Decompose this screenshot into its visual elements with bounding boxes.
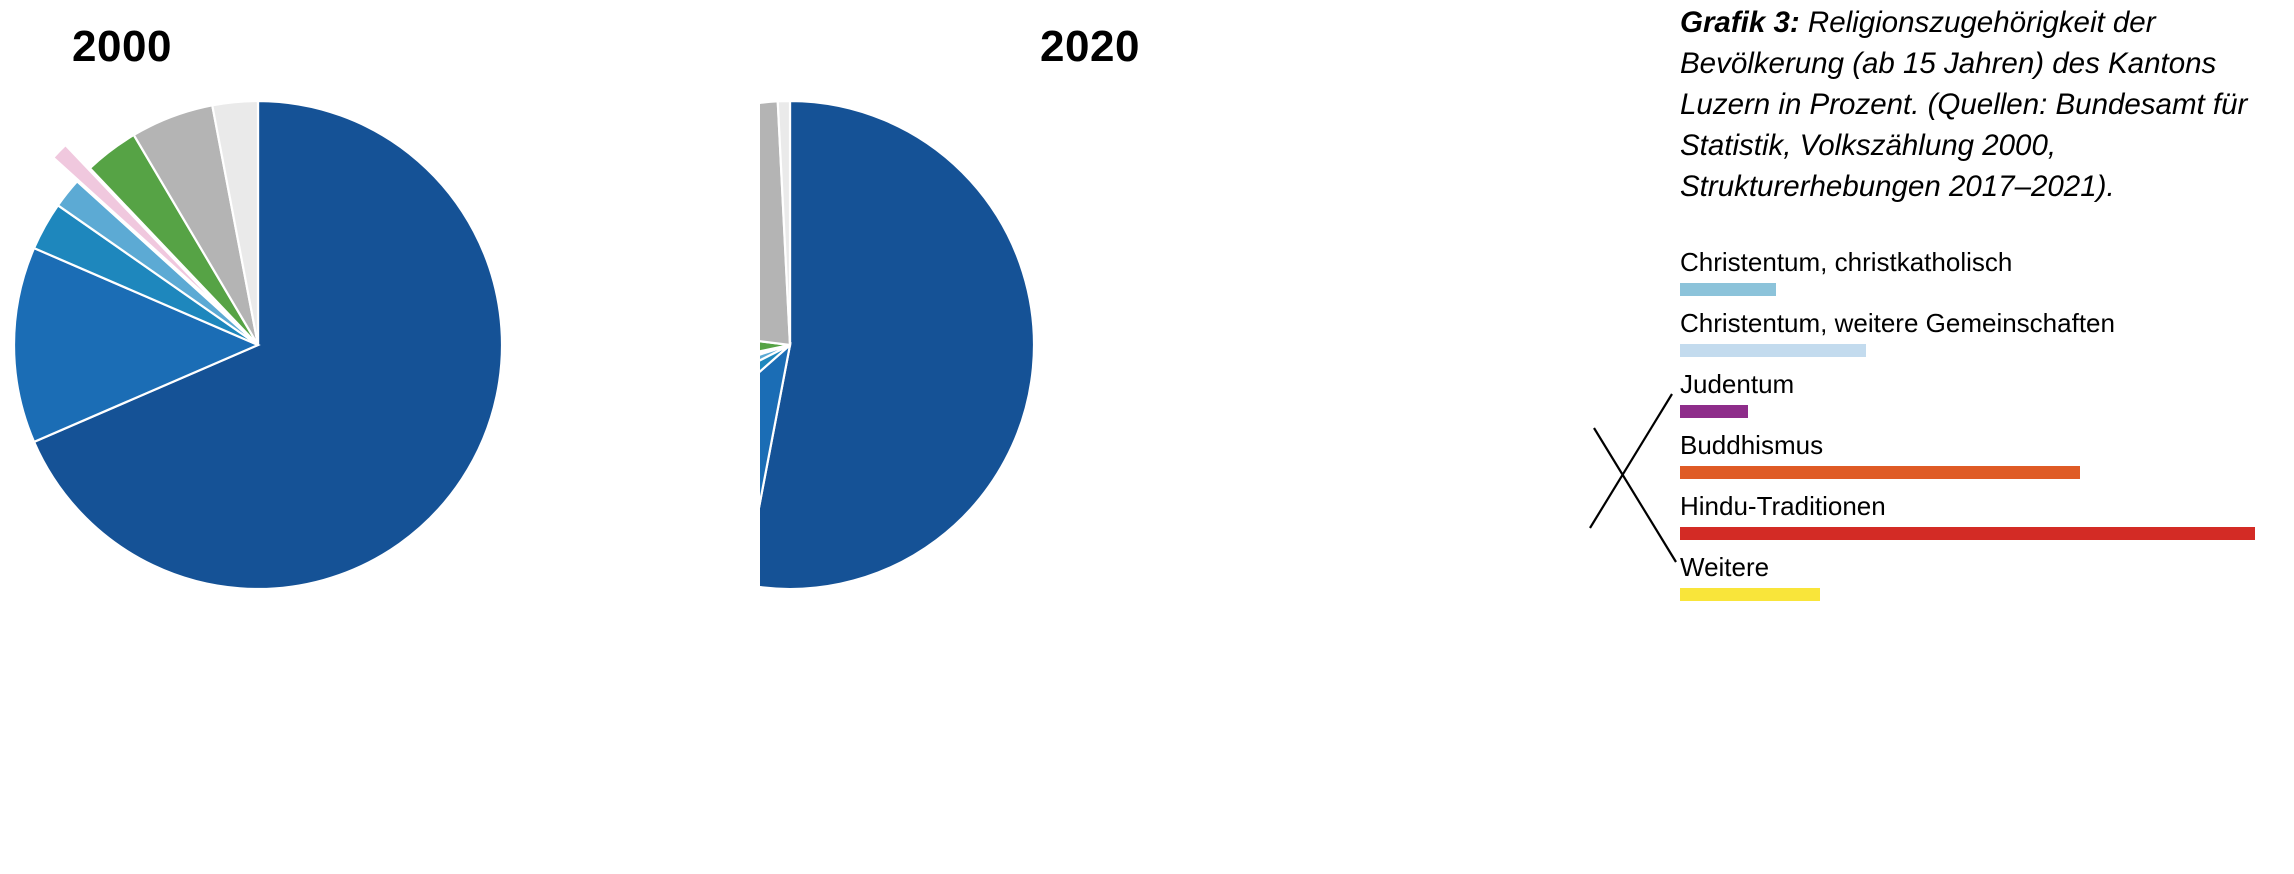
- pie-slice[interactable]: [210, 99, 260, 346]
- legend-item-label: Hindu-Traditionen: [1680, 491, 1886, 521]
- pie-2020-svg: [760, 99, 1036, 591]
- legend-item[interactable]: Weitere: [1680, 552, 2280, 601]
- legend-item-label: Christentum, christkatholisch: [1680, 247, 2013, 277]
- legend-color-bar: [1680, 588, 1820, 601]
- pie-slice[interactable]: [12, 246, 261, 444]
- legend-item[interactable]: Christentum, weitere Gemeinschaften: [1680, 308, 2280, 357]
- legend-color-bar: [1680, 405, 1748, 418]
- legend-item-label: Buddhismus: [1680, 430, 1824, 460]
- legend-color-bar: [1680, 466, 2080, 479]
- pie-slice[interactable]: [760, 314, 791, 395]
- legend-item-label: Christentum, weitere Gemeinschaften: [1680, 308, 2115, 338]
- legend-item[interactable]: Christentum, christkatholisch: [1680, 247, 2280, 296]
- legend-item[interactable]: Buddhismus: [1680, 430, 2280, 479]
- caption-text: Religionszugehörigkeit der Bevölkerung (…: [1680, 6, 2248, 203]
- pie-slice[interactable]: [50, 142, 235, 323]
- pie-slice[interactable]: [760, 100, 792, 347]
- caption-lead: Grafik 3:: [1680, 6, 1800, 39]
- legend-item-label: Judentum: [1680, 369, 1795, 399]
- legend: Christentum, christkatholisch Christentum…: [1680, 247, 2280, 613]
- right-column: Grafik 3: Religionszugehörigkeit der Bev…: [1680, 0, 2280, 874]
- pie-slice[interactable]: [760, 99, 1036, 591]
- pie-slice[interactable]: [32, 99, 504, 591]
- pie-title-2000: 2000: [72, 22, 172, 71]
- figure-caption: Grafik 3: Religionszugehörigkeit der Bev…: [1680, 2, 2270, 207]
- pie-slice[interactable]: [760, 344, 791, 506]
- pie-slice[interactable]: [760, 342, 792, 585]
- legend-color-bar: [1680, 527, 2255, 540]
- legend-color-bar: [1680, 344, 1866, 357]
- pie-chart-2020: 2020: [760, 0, 1660, 874]
- legend-color-bar: [1680, 283, 1776, 296]
- legend-item[interactable]: Judentum: [1680, 369, 2280, 418]
- legend-item[interactable]: Hindu-Traditionen: [1680, 491, 2280, 540]
- pie-2000-svg: [12, 99, 504, 591]
- pie-slice[interactable]: [776, 99, 792, 346]
- pie-title-2020: 2020: [1040, 22, 1140, 71]
- legend-item-label: Weitere: [1680, 552, 1770, 582]
- pie-chart-2000: 2000: [0, 0, 760, 874]
